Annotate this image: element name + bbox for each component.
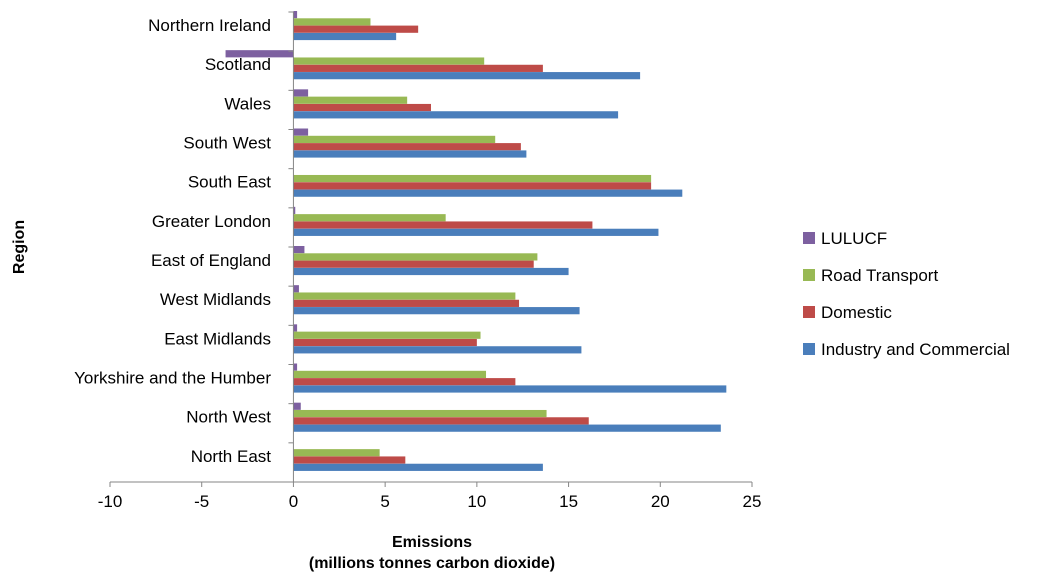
bar-road-transport-east-of-england [293,253,538,261]
x-tick-label: 15 [559,492,578,511]
legend-label-industry-and-commercial: Industry and Commercial [821,340,1010,359]
legend: LULUCF Road Transport Domestic Industry and… [803,229,1010,359]
bar-domestic-scotland [293,64,543,72]
x-tick-label: -10 [98,492,123,511]
category-label: Scotland [205,55,271,74]
bar-domestic-wales [293,103,431,112]
bar-road-transport-yorkshire-and-the-humber [293,370,487,378]
legend-swatch-industry-and-commercial [803,343,815,355]
bar-domestic-north-west [293,417,589,425]
bar-industry-and-commercial-yorkshire-and-the-humber [293,385,727,393]
bar-road-transport-east-midlands [293,331,481,339]
category-label: North East [191,447,272,466]
x-axis-title-line-2: (millions tonnes carbon dioxide) [309,555,555,572]
bar-lulucf-greater-london [293,206,296,215]
bar-lulucf-east-of-england [293,246,305,254]
bar-road-transport-north-west [293,409,547,418]
category-label: Northern Ireland [148,16,271,35]
bar-lulucf-east-midlands [293,324,298,332]
category-label: East of England [151,251,271,270]
bar-domestic-yorkshire-and-the-humber [293,378,516,386]
y-axis-title: Region [11,220,28,274]
bar-lulucf-yorkshire-and-the-humber [293,363,298,371]
legend-label-domestic: Domestic [821,303,892,322]
bar-industry-and-commercial-east-midlands [293,346,582,354]
bar-road-transport-south-west [293,135,496,143]
bar-industry-and-commercial-east-of-england [293,267,569,276]
bar-lulucf-south-west [293,128,309,136]
bar-road-transport-north-east [293,449,380,457]
bar-lulucf-north-west [293,402,301,410]
bar-lulucf-northern-ireland [293,11,298,19]
bar-industry-and-commercial-south-east [293,189,683,197]
x-tick-label: 0 [289,492,298,511]
bar-domestic-greater-london [293,221,593,229]
bar-domestic-south-west [293,143,521,151]
bars-layer [225,11,727,471]
category-label: West Midlands [160,290,271,309]
x-tick-label: 10 [467,492,486,511]
category-label: East Midlands [164,329,271,348]
category-label: Yorkshire and the Humber [74,369,271,388]
legend-swatch-lulucf [803,232,815,244]
x-tick-label: 20 [651,492,670,511]
bar-lulucf-west-midlands [293,285,299,293]
category-label: South West [183,134,271,153]
bar-road-transport-greater-london [293,214,446,222]
bar-lulucf-wales [293,89,309,97]
bar-industry-and-commercial-west-midlands [293,307,580,315]
bar-domestic-east-of-england [293,260,534,268]
x-tick-label: -5 [194,492,209,511]
bar-road-transport-northern-ireland [293,18,371,26]
bar-industry-and-commercial-wales [293,111,619,119]
bar-domestic-north-east [293,456,406,464]
bar-road-transport-west-midlands [293,292,516,300]
bar-industry-and-commercial-northern-ireland [293,32,397,41]
bar-industry-and-commercial-north-east [293,463,543,471]
x-axis-title-line-1: Emissions [392,534,472,551]
category-label: Greater London [152,212,271,231]
bar-domestic-east-midlands [293,338,477,347]
category-label: North West [186,408,271,427]
bar-industry-and-commercial-north-west [293,424,721,432]
legend-swatch-domestic [803,306,815,318]
x-tick-labels: -10 -5 0 5 10 15 20 25 [98,492,762,511]
bar-industry-and-commercial-scotland [293,72,641,80]
bar-domestic-south-east [293,182,652,190]
category-label: Wales [224,94,271,113]
bar-road-transport-scotland [293,57,485,65]
legend-label-lulucf: LULUCF [821,229,887,248]
legend-swatch-road-transport [803,269,815,281]
bar-domestic-west-midlands [293,299,520,307]
bar-road-transport-south-east [293,174,652,183]
x-tick-label: 25 [743,492,762,511]
bar-road-transport-wales [293,96,408,104]
bar-industry-and-commercial-south-west [293,150,527,158]
legend-label-road-transport: Road Transport [821,266,938,285]
bar-lulucf-scotland [225,50,294,58]
category-label: South East [188,173,271,192]
category-labels: North East North West Yorkshire and the Hu… [74,16,271,466]
bar-industry-and-commercial-greater-london [293,228,659,236]
x-tick-label: 5 [380,492,389,511]
axis-layer [109,11,753,487]
bar-domestic-northern-ireland [293,25,419,33]
